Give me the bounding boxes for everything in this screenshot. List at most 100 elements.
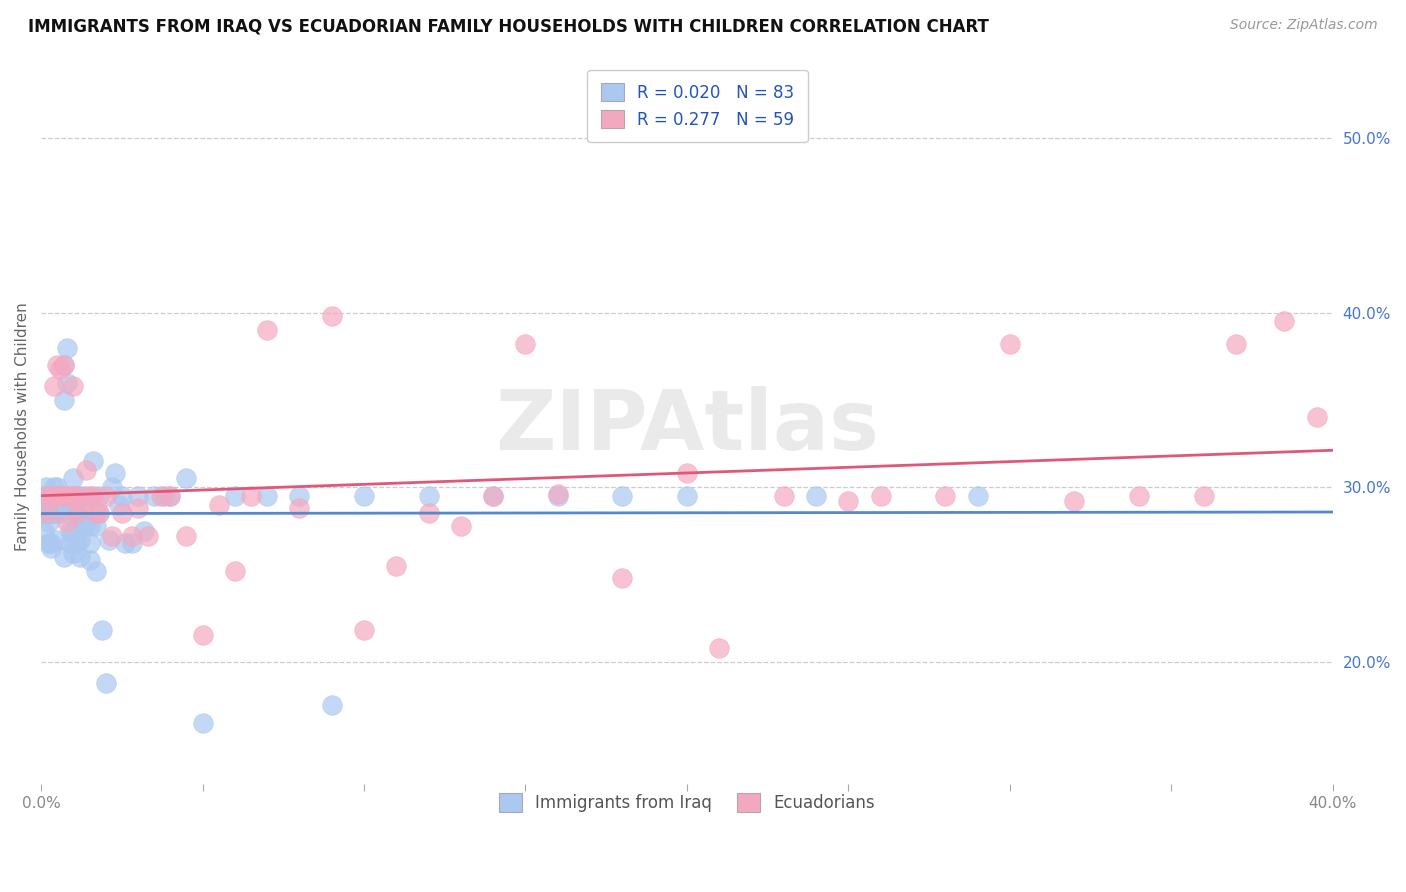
Point: [39, 507, 62, 521]
Point: [52, 489, 75, 503]
Point: [94, 675, 117, 690]
Point: [46, 533, 69, 547]
Y-axis label: Family Households with Children: Family Households with Children: [15, 301, 30, 550]
Point: [97, 533, 120, 547]
Point: [1272, 314, 1295, 328]
Point: [418, 507, 440, 521]
Point: [39, 536, 62, 550]
Point: [1192, 489, 1215, 503]
Point: [46, 480, 69, 494]
Text: ZIPAtlas: ZIPAtlas: [495, 385, 879, 467]
Point: [37, 507, 59, 521]
Point: [69, 533, 91, 547]
Point: [256, 323, 278, 337]
Point: [72, 518, 94, 533]
Point: [56, 341, 79, 355]
Point: [72, 498, 94, 512]
Point: [62, 471, 84, 485]
Point: [84, 564, 107, 578]
Point: [66, 507, 89, 521]
Point: [676, 467, 699, 481]
Point: [69, 549, 91, 564]
Point: [56, 376, 79, 390]
Point: [69, 489, 91, 503]
Point: [75, 515, 97, 529]
Point: [72, 498, 94, 512]
Point: [709, 640, 731, 655]
Point: [46, 489, 69, 503]
Point: [191, 715, 214, 730]
Point: [56, 489, 79, 503]
Text: IMMIGRANTS FROM IRAQ VS ECUADORIAN FAMILY HOUSEHOLDS WITH CHILDREN CORRELATION C: IMMIGRANTS FROM IRAQ VS ECUADORIAN FAMIL…: [28, 18, 988, 36]
Point: [66, 489, 89, 503]
Point: [1305, 410, 1327, 425]
Point: [321, 310, 343, 324]
Point: [75, 489, 97, 503]
Point: [89, 489, 111, 503]
Point: [547, 487, 569, 501]
Point: [66, 536, 89, 550]
Point: [159, 489, 181, 503]
Point: [39, 494, 62, 508]
Point: [56, 498, 79, 512]
Point: [159, 489, 181, 503]
Point: [62, 489, 84, 503]
Point: [121, 529, 143, 543]
Point: [49, 507, 72, 521]
Text: Source: ZipAtlas.com: Source: ZipAtlas.com: [1230, 18, 1378, 32]
Point: [91, 624, 114, 638]
Point: [89, 507, 111, 521]
Point: [89, 507, 111, 521]
Point: [176, 529, 198, 543]
Point: [84, 518, 107, 533]
Point: [804, 489, 827, 503]
Point: [149, 489, 172, 503]
Point: [42, 507, 65, 521]
Point: [547, 489, 569, 503]
Point: [66, 507, 89, 521]
Point: [52, 489, 75, 503]
Point: [612, 571, 634, 585]
Point: [224, 564, 246, 578]
Point: [998, 337, 1021, 351]
Point: [256, 489, 278, 503]
Point: [62, 524, 84, 538]
Point: [46, 507, 69, 521]
Point: [114, 536, 136, 550]
Point: [107, 498, 129, 512]
Point: [59, 524, 82, 538]
Point: [82, 454, 104, 468]
Point: [288, 489, 311, 503]
Point: [134, 524, 156, 538]
Point: [121, 536, 143, 550]
Point: [94, 489, 117, 503]
Point: [353, 624, 375, 638]
Point: [52, 358, 75, 372]
Point: [69, 489, 91, 503]
Point: [676, 489, 699, 503]
Point: [136, 529, 159, 543]
Point: [56, 515, 79, 529]
Point: [37, 501, 59, 516]
Point: [49, 489, 72, 503]
Point: [153, 489, 176, 503]
Point: [1225, 337, 1247, 351]
Point: [42, 480, 65, 494]
Point: [75, 463, 97, 477]
Point: [42, 489, 65, 503]
Point: [52, 392, 75, 407]
Point: [79, 518, 101, 533]
Point: [79, 536, 101, 550]
Point: [101, 480, 124, 494]
Legend: Immigrants from Iraq, Ecuadorians: Immigrants from Iraq, Ecuadorians: [485, 780, 889, 825]
Point: [450, 518, 472, 533]
Point: [49, 489, 72, 503]
Point: [37, 536, 59, 550]
Point: [101, 529, 124, 543]
Point: [34, 489, 56, 503]
Point: [34, 489, 56, 503]
Point: [1128, 489, 1150, 503]
Point: [82, 489, 104, 503]
Point: [837, 494, 859, 508]
Point: [191, 628, 214, 642]
